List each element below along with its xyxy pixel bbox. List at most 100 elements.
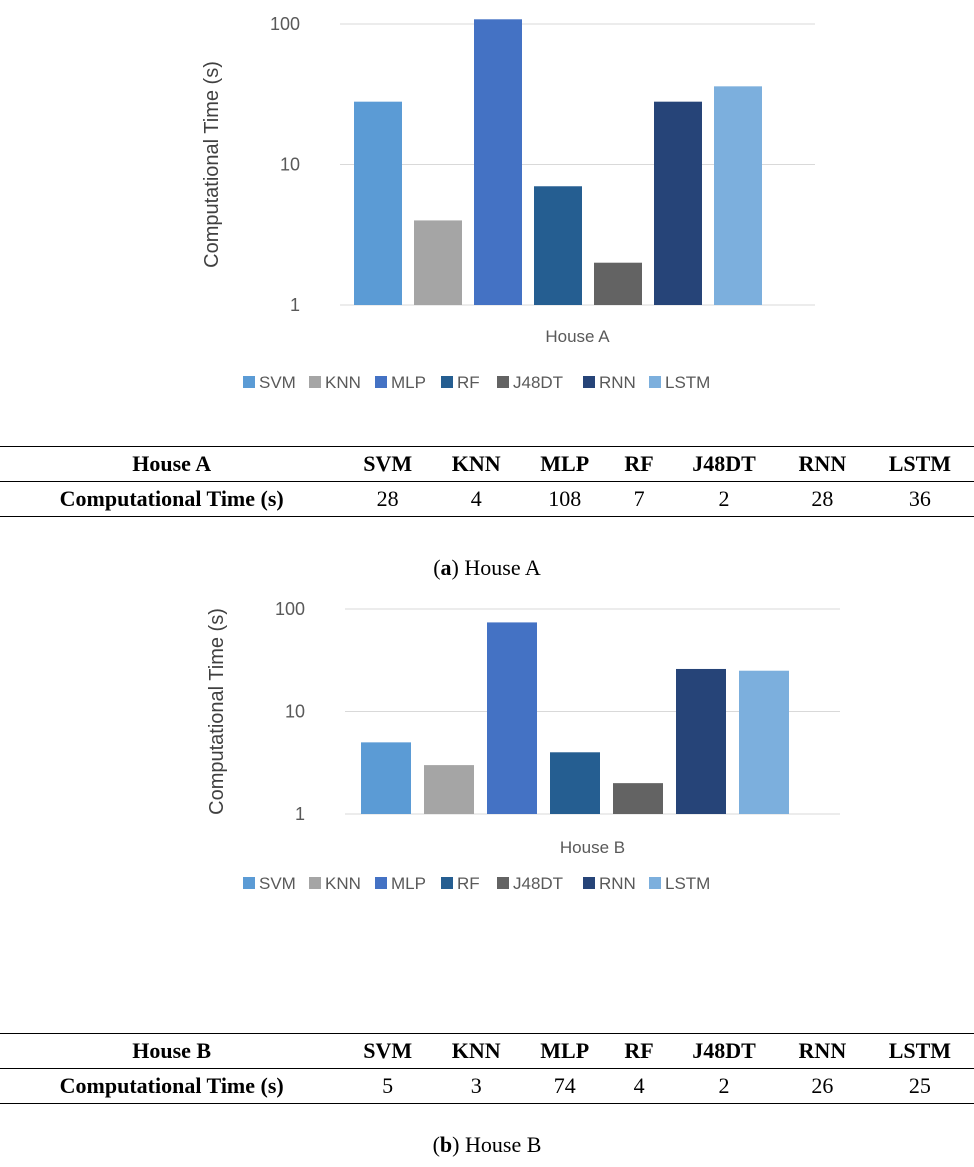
bar-mlp xyxy=(487,622,537,814)
legend-swatch xyxy=(243,877,255,889)
bar-rnn xyxy=(676,668,726,814)
legend-swatch xyxy=(583,877,595,889)
table-cell: 74 xyxy=(520,1068,610,1104)
legend-label: MLP xyxy=(391,373,426,392)
legend-swatch xyxy=(441,877,453,889)
legend-label: J48DT xyxy=(513,373,563,392)
table-cell: 5 xyxy=(343,1068,432,1104)
bar-lstm xyxy=(714,86,762,305)
caption-text: House A xyxy=(464,555,541,580)
bar-knn xyxy=(414,220,462,305)
y-axis-title: Computational Time (s) xyxy=(201,61,223,268)
table-header-row: House A SVM KNN MLP RF J48DT RNN LSTM xyxy=(0,446,974,482)
table-header-row: House B SVM KNN MLP RF J48DT RNN LSTM xyxy=(0,1033,974,1069)
bar-rnn xyxy=(654,101,702,306)
bar-rf xyxy=(550,752,600,814)
table-cell: 7 xyxy=(609,481,670,517)
bar-mlp xyxy=(474,19,522,306)
legend-swatch xyxy=(375,376,387,388)
caption-letter: a xyxy=(440,555,452,580)
table-cell: 26 xyxy=(779,1068,866,1104)
y-tick-label: 1 xyxy=(295,804,305,824)
table-header-cell: MLP xyxy=(520,446,610,482)
legend-swatch xyxy=(583,376,595,388)
table-header-cell: KNN xyxy=(431,446,521,482)
bar-j48dt xyxy=(594,262,642,305)
legend-swatch xyxy=(309,877,321,889)
caption-house-b: (b) House B xyxy=(432,1132,542,1157)
y-tick-label: 10 xyxy=(285,702,305,722)
table-header-cell: House B xyxy=(0,1033,344,1069)
y-tick-label: 100 xyxy=(270,14,300,34)
legend-swatch xyxy=(441,376,453,388)
table-header-cell: LSTM xyxy=(865,446,974,482)
table-header-cell: J48DT xyxy=(669,1033,779,1069)
legend-label: RF xyxy=(457,874,480,893)
table-cell: 28 xyxy=(343,481,432,517)
legend-label: KNN xyxy=(325,373,361,392)
table-cell: 4 xyxy=(431,481,521,517)
legend-label: RNN xyxy=(599,373,636,392)
table-house-b: House B SVM KNN MLP RF J48DT RNN LSTM Co… xyxy=(0,1033,974,1104)
legend-swatch xyxy=(497,376,509,388)
legend-label: LSTM xyxy=(665,373,710,392)
table-header-cell: J48DT xyxy=(669,446,779,482)
bar-lstm xyxy=(739,670,789,814)
table-cell: 25 xyxy=(865,1068,974,1104)
chart-house-b: 1 10 100 House B Computational Time (s) SVM KN… xyxy=(206,599,840,893)
table-row: Computational Time (s) 5 3 74 4 2 26 25 xyxy=(0,1068,974,1104)
x-category-label: House B xyxy=(560,838,625,857)
y-tick-label: 1 xyxy=(290,295,300,315)
caption-letter: b xyxy=(439,1132,453,1157)
legend-label: SVM xyxy=(259,874,296,893)
table-house-a: House A SVM KNN MLP RF J48DT RNN LSTM Co… xyxy=(0,446,974,517)
table-row: Computational Time (s) 28 4 108 7 2 28 3… xyxy=(0,481,974,517)
table-cell: 108 xyxy=(520,481,610,517)
table-header-cell: KNN xyxy=(431,1033,521,1069)
table-row-label: Computational Time (s) xyxy=(0,481,344,517)
legend-swatch xyxy=(309,376,321,388)
bar-j48dt xyxy=(613,783,663,814)
bar-svm xyxy=(361,742,411,814)
legend: SVM KNN MLP RF J48DT RNN LSTM xyxy=(243,874,710,893)
chart-house-a: 1 10 100 House A Computational Time (s) SVM KN… xyxy=(201,14,815,392)
table-header-cell: RF xyxy=(609,446,670,482)
y-axis-title: Computational Time (s) xyxy=(206,608,228,815)
legend-label: RNN xyxy=(599,874,636,893)
table-cell: 2 xyxy=(669,481,779,517)
table-header-cell: RNN xyxy=(779,1033,866,1069)
bar-knn xyxy=(424,765,474,814)
table-row-label: Computational Time (s) xyxy=(0,1068,344,1104)
table-header-cell: House A xyxy=(0,446,344,482)
legend-label: MLP xyxy=(391,874,426,893)
legend-label: SVM xyxy=(259,373,296,392)
table-header-cell: SVM xyxy=(343,1033,432,1069)
table-header-cell: LSTM xyxy=(865,1033,974,1069)
y-tick-label: 100 xyxy=(275,599,305,619)
legend-label: J48DT xyxy=(513,874,563,893)
bar-svm xyxy=(354,101,402,306)
legend-swatch xyxy=(243,376,255,388)
legend-swatch xyxy=(649,877,661,889)
legend-label: LSTM xyxy=(665,874,710,893)
legend-swatch xyxy=(649,376,661,388)
table-header-cell: SVM xyxy=(343,446,432,482)
legend-label: KNN xyxy=(325,874,361,893)
table-cell: 4 xyxy=(609,1068,670,1104)
bar-rf xyxy=(534,186,582,305)
legend: SVM KNN MLP RF J48DT RNN LSTM xyxy=(243,373,710,392)
table-cell: 28 xyxy=(779,481,866,517)
caption-house-a: (a) House A xyxy=(433,555,541,580)
table-cell: 2 xyxy=(669,1068,779,1104)
table-cell: 36 xyxy=(865,481,974,517)
legend-swatch xyxy=(497,877,509,889)
table-cell: 3 xyxy=(431,1068,521,1104)
legend-label: RF xyxy=(457,373,480,392)
table-header-cell: RNN xyxy=(779,446,866,482)
legend-swatch xyxy=(375,877,387,889)
caption-text: House B xyxy=(465,1132,542,1157)
x-category-label: House A xyxy=(545,327,610,346)
y-tick-label: 10 xyxy=(280,155,300,175)
table-header-cell: RF xyxy=(609,1033,670,1069)
table-header-cell: MLP xyxy=(520,1033,610,1069)
